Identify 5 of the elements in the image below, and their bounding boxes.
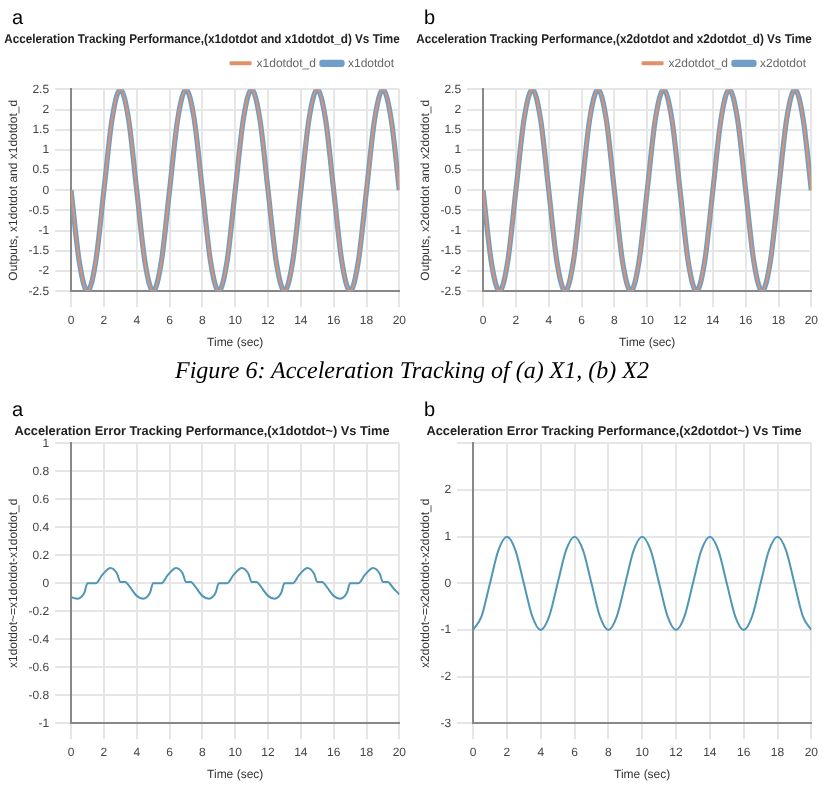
text: a xyxy=(10,8,26,32)
text: b xyxy=(422,8,438,32)
text: b xyxy=(422,400,438,424)
caption: Figure 6: Acceleration Tracking of (a) X1, (b) X2 xyxy=(173,356,651,386)
text: a xyxy=(10,400,26,424)
